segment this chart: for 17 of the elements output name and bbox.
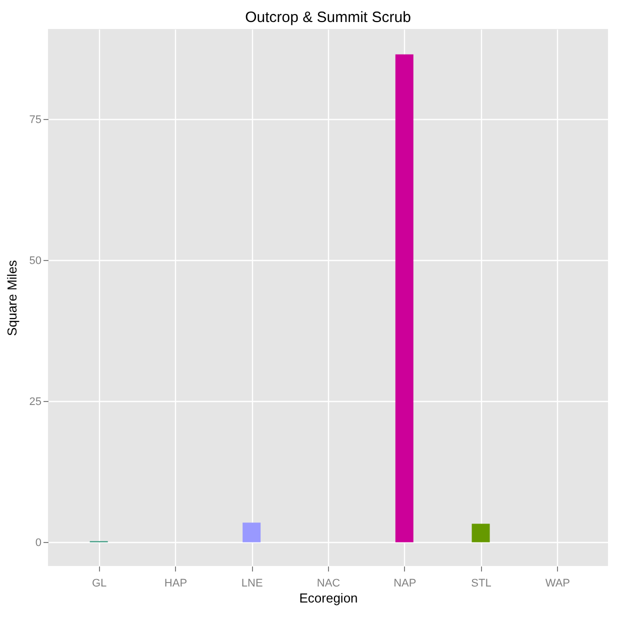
bar <box>242 522 261 542</box>
chart-title: Outcrop & Summit Scrub <box>245 9 411 26</box>
y-tick-label: 75 <box>29 114 42 126</box>
x-tick-label: LNE <box>241 578 263 590</box>
x-axis-title: Ecoregion <box>299 590 358 606</box>
x-tick-label: NAP <box>394 578 416 590</box>
bar <box>395 54 414 542</box>
y-tick-label: 0 <box>35 536 42 549</box>
x-tick-label: HAP <box>164 578 188 590</box>
x-tick-label: STL <box>471 578 492 590</box>
y-tick-label: 25 <box>29 396 42 408</box>
x-tick-label: WAP <box>545 578 570 590</box>
y-axis-title: Square Miles <box>4 260 20 336</box>
y-tick-label: 50 <box>29 254 42 267</box>
bar <box>472 524 490 542</box>
x-tick-label: NAC <box>316 578 340 590</box>
x-tick-label: GL <box>92 578 107 590</box>
